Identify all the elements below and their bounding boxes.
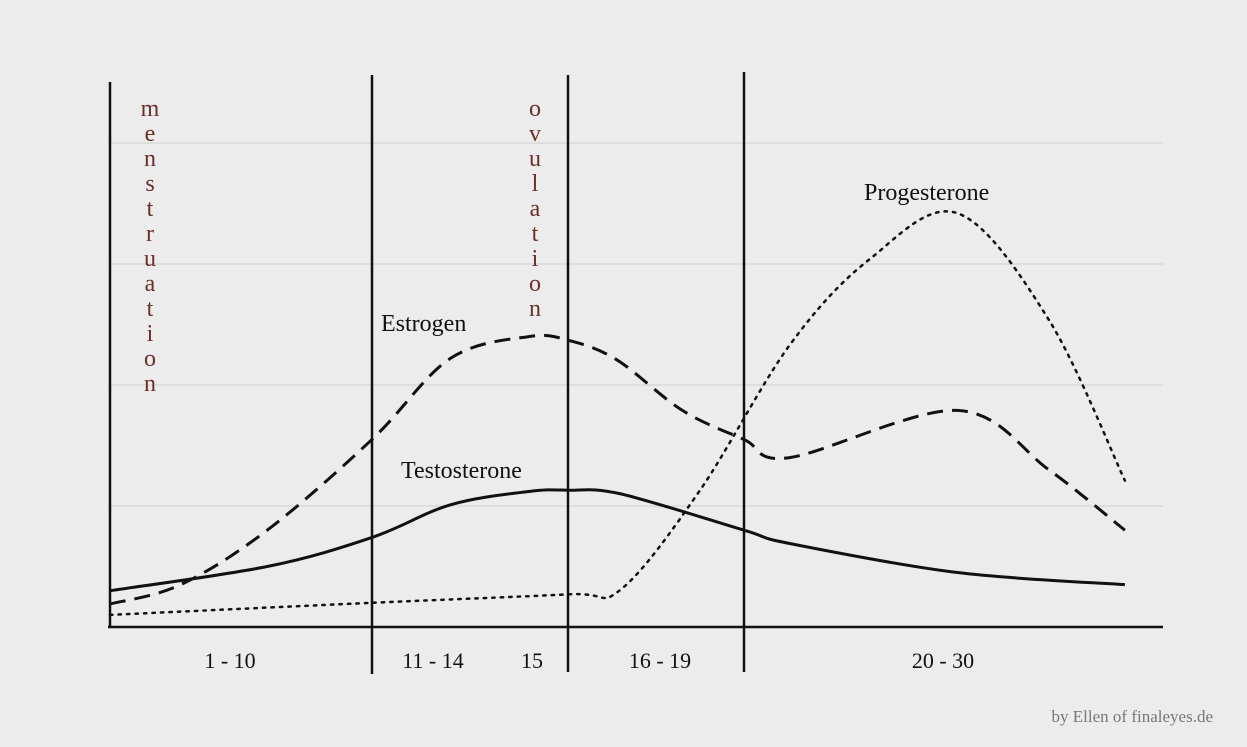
annotation-letter: e (145, 121, 156, 147)
annotation-letter: t (147, 196, 154, 222)
phase-label: 16 - 19 (629, 648, 691, 673)
annotation-letter: o (529, 96, 541, 122)
series-label-progesterone: Progesterone (864, 180, 989, 206)
annotation-letter: i (147, 321, 154, 347)
credit: by Ellen of finaleyes.de (1052, 707, 1213, 726)
series-line-estrogen (109, 333, 1126, 606)
annotation-letter: u (529, 146, 541, 172)
annotation-letter: t (532, 221, 539, 247)
annotation-letter: n (144, 146, 156, 172)
annotation-letter: v (529, 121, 541, 147)
annotation-letter: r (146, 221, 154, 247)
phase-label: 11 - 14 (402, 648, 464, 673)
phase-label: 1 - 10 (204, 648, 255, 673)
annotation-letter: m (141, 96, 160, 122)
annotation-letter: o (144, 346, 156, 372)
phase-label: 15 (521, 648, 543, 673)
annotation-letter: t (147, 296, 154, 322)
series-label-testosterone: Testosterone (401, 458, 522, 484)
series-line-progesterone (108, 210, 1127, 617)
annotation-letter: a (145, 271, 156, 297)
series-line-testosterone (109, 488, 1126, 593)
annotation-letter: o (529, 271, 541, 297)
annotation-letter: n (144, 371, 156, 397)
phase-label: 20 - 30 (912, 648, 974, 673)
annotation-letter: a (530, 196, 541, 222)
annotation-letter: n (529, 296, 541, 322)
annotation-letter: s (145, 171, 154, 197)
annotation-letter: u (144, 246, 156, 272)
annotation-letter: l (532, 171, 539, 197)
series-label-estrogen: Estrogen (381, 311, 466, 337)
annotation-letter: i (532, 246, 539, 272)
